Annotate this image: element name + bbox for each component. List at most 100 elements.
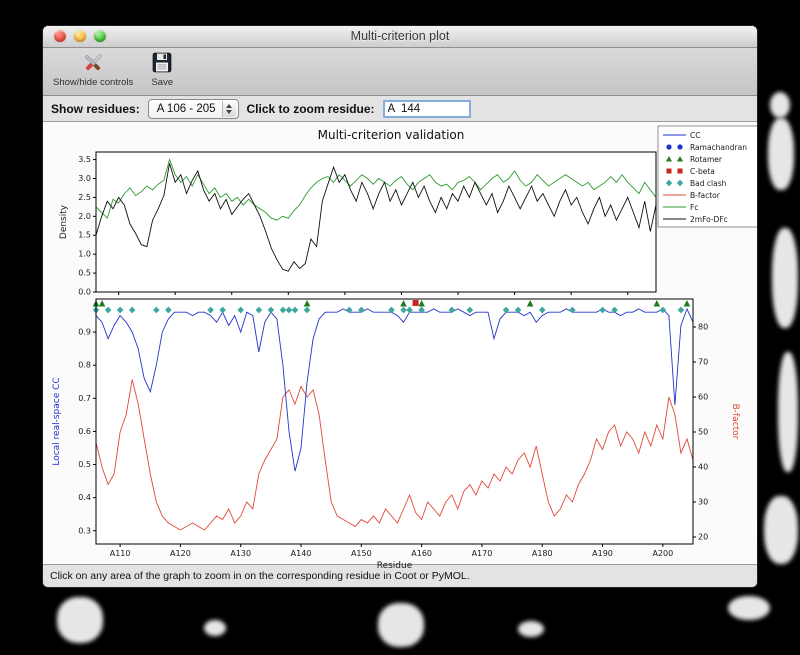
cc-tick-label: 0.6	[78, 427, 91, 436]
bfactor-tick-label: 50	[698, 428, 708, 437]
rotamer-marker	[400, 300, 407, 307]
save-icon	[149, 50, 175, 76]
save-button[interactable]: Save	[149, 50, 175, 88]
cc-line	[95, 307, 694, 472]
density-tick-label: 1.5	[78, 231, 91, 240]
desktop-artifact	[728, 596, 770, 620]
legend-label: Rotamer	[690, 155, 723, 164]
residue-tick-label: A130	[230, 549, 251, 558]
density-tick-label: 1.0	[78, 250, 91, 259]
desktop-artifact	[772, 228, 798, 328]
bfactor-tick-label: 40	[698, 463, 708, 472]
rotamer-marker	[418, 300, 425, 307]
legend-label: 2mFo-DFc	[690, 215, 728, 224]
bfactor-tick-label: 30	[698, 498, 708, 507]
residue-range-value: A 106 - 205	[156, 102, 216, 115]
density-tick-label: 3.5	[78, 155, 91, 164]
desktop-artifact	[518, 621, 544, 637]
desktop-artifact	[778, 352, 798, 472]
toolbar-button-label: Save	[151, 77, 174, 88]
legend-label: C-beta	[690, 167, 715, 176]
minimize-window-button[interactable]	[74, 30, 86, 42]
series-line-Fc	[95, 158, 657, 221]
rotamer-marker	[303, 300, 311, 307]
rotamer-marker	[526, 300, 534, 307]
show-residues-label: Show residues:	[51, 101, 140, 116]
cc-axis-label: Local real-space CC	[52, 377, 62, 465]
density-tick-label: 3.0	[78, 174, 91, 183]
legend-label: Fc	[690, 203, 698, 212]
toolbar: Show/hide controls Save	[43, 48, 757, 96]
residue-tick-label: A160	[411, 549, 432, 558]
bad-clash-marker	[207, 306, 214, 314]
traffic-lights	[54, 30, 106, 42]
legend-label: Ramachandran	[690, 143, 747, 152]
zoom-window-button[interactable]	[94, 30, 106, 42]
status-message: Click on any area of the graph to zoom i…	[50, 570, 470, 582]
residue-tick-label: A140	[291, 549, 312, 558]
bad-clash-marker	[677, 306, 685, 314]
legend-box	[657, 125, 757, 228]
x-axis-label: Residue	[377, 561, 413, 571]
rotamer-marker	[683, 300, 691, 307]
stepper-icon	[221, 100, 236, 117]
figure-area[interactable]: Multi-criterion validation 0.0 0.5 1.0 1.5 2.…	[43, 122, 757, 571]
rotamer-marker	[98, 300, 106, 307]
residue-tick-label: A150	[351, 549, 372, 558]
density-tick-label: 0.0	[78, 288, 91, 297]
status-bar: Click on any area of the graph to zoom i…	[43, 564, 757, 587]
bfactor-tick-label: 80	[698, 323, 708, 332]
desktop-artifact	[204, 620, 226, 636]
bad-clash-marker	[538, 306, 546, 314]
multi-criterion-chart[interactable]: Multi-criterion validation 0.0 0.5 1.0 1.5 2.…	[43, 122, 758, 572]
bfactor-tick-label: 70	[698, 358, 708, 367]
residue-tick-label: A120	[170, 549, 191, 558]
tools-icon	[79, 50, 107, 76]
residue-range-select[interactable]: A 106 - 205	[147, 98, 239, 119]
density-tick-label: 0.5	[78, 269, 91, 278]
toolbar-button-label: Show/hide controls	[53, 77, 134, 88]
density-axis-label: Density	[59, 204, 69, 239]
bad-clash-marker	[599, 306, 606, 314]
residue-tick-label: A180	[532, 549, 553, 558]
desktop-artifact	[764, 496, 798, 564]
bfactor-tick-label: 60	[698, 393, 708, 402]
cc-tick-label: 0.7	[78, 394, 91, 403]
controls-bar: Show residues: A 106 - 205 Click to zoom…	[43, 96, 757, 122]
desktop-artifact	[768, 118, 794, 190]
bottom-plot-panel[interactable]	[96, 299, 693, 544]
cc-tick-label: 0.4	[78, 493, 91, 502]
legend-label: B-factor	[690, 191, 721, 200]
bottom-plot-frame	[95, 298, 694, 545]
cbeta-marker	[412, 300, 419, 306]
multi-criterion-plot-window: Multi-criterion plot Show/hide controls	[42, 25, 758, 588]
density-tick-label: 2.5	[78, 193, 91, 202]
cc-tick-label: 0.5	[78, 460, 91, 469]
cc-tick-label: 0.8	[78, 361, 91, 370]
close-window-button[interactable]	[54, 30, 66, 42]
bfactor-axis-label: B-factor	[730, 404, 740, 440]
window-titlebar[interactable]: Multi-criterion plot	[43, 26, 757, 48]
top-plot-panel[interactable]	[96, 152, 656, 292]
residue-tick-label: A190	[592, 549, 613, 558]
bad-clash-marker	[219, 306, 226, 314]
cc-tick-label: 0.3	[78, 526, 91, 535]
residue-tick-label: A170	[472, 549, 493, 558]
chart-title: Multi-criterion validation	[318, 128, 465, 142]
desktop-artifact	[770, 92, 790, 118]
zoom-residue-input[interactable]	[382, 99, 471, 118]
residue-tick-label: A110	[110, 549, 131, 558]
show-hide-controls-button[interactable]: Show/hide controls	[53, 50, 133, 88]
legend-label: CC	[690, 131, 700, 140]
window-title: Multi-criterion plot	[350, 29, 450, 43]
desktop-artifact	[378, 603, 424, 647]
bfactor-line	[95, 379, 694, 531]
top-plot-frame	[95, 151, 657, 293]
legend-label: Bad clash	[690, 179, 727, 188]
residue-tick-label: A200	[652, 549, 673, 558]
bad-clash-marker	[514, 306, 522, 314]
zoom-residue-label: Click to zoom residue:	[246, 101, 375, 116]
desktop-artifact	[57, 597, 103, 643]
cc-tick-label: 0.9	[78, 328, 91, 337]
bad-clash-marker	[285, 306, 293, 314]
